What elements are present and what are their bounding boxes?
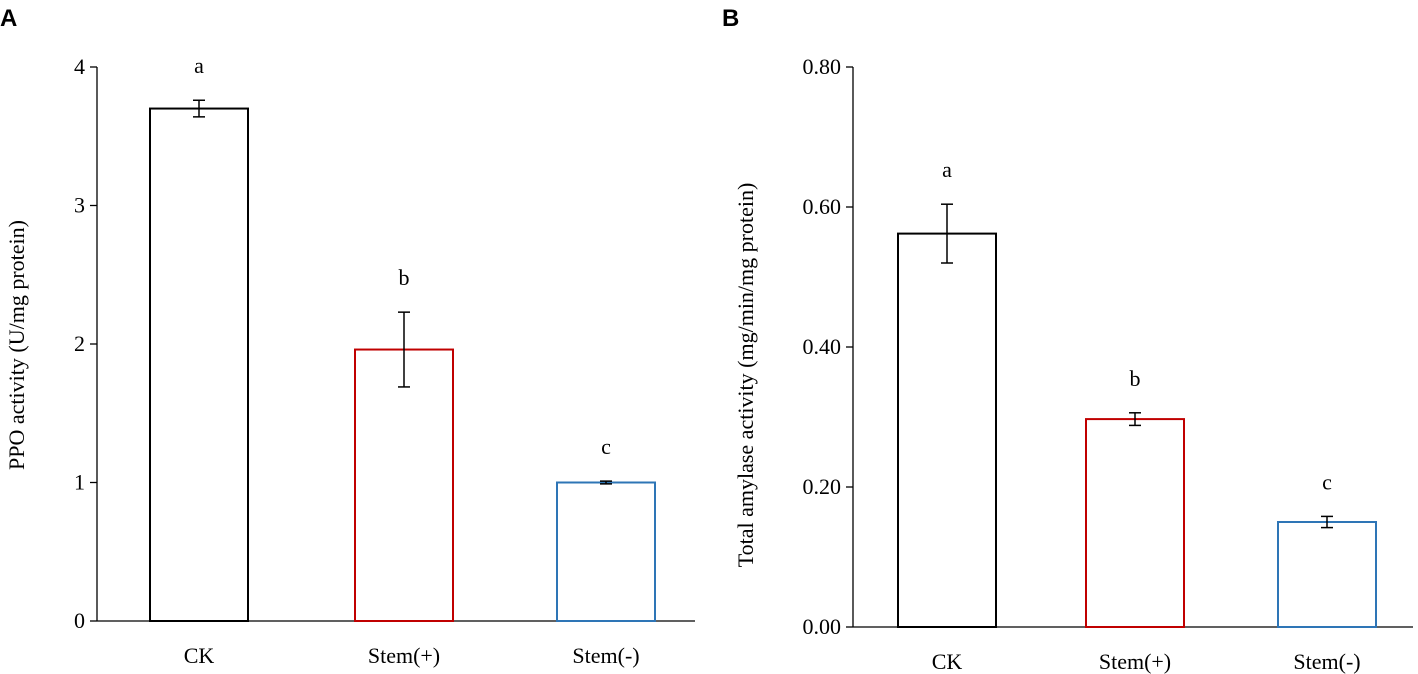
y-tick-label-b-3: 0.60: [803, 194, 842, 219]
category-label-a-2: Stem(-): [572, 643, 639, 668]
y-tick-label-b-1: 0.20: [803, 474, 842, 499]
panel-letter-b: B: [722, 5, 739, 32]
y-tick-label-a-2: 2: [74, 331, 85, 356]
bar-b-0: [897, 232, 997, 628]
category-label-b-0: CK: [932, 649, 963, 674]
bar-b-2: [1277, 521, 1377, 628]
significance-label-b-1: b: [1130, 366, 1141, 391]
significance-label-a-2: c: [601, 434, 611, 459]
y-tick-label-b-4: 0.80: [803, 54, 842, 79]
plot-area-b: 0.00 0.20 0.40 0.60 0.80 a CK b Stem(+) c Stem(-): [803, 54, 1413, 674]
y-tick-label-a-1: 1: [74, 470, 85, 495]
y-tick-label-a-0: 0: [74, 608, 85, 633]
plot-area-a: 0 1 2 3 4 a CK b Stem(+) c Stem(-): [74, 53, 695, 668]
y-tick-label-b-0: 0.00: [803, 614, 842, 639]
panel-letter-a: A: [0, 5, 17, 32]
significance-label-a-1: b: [399, 265, 410, 290]
bar-b-1: [1085, 418, 1185, 628]
y-axis-title-b: Total amylase activity (mg/min/mg protei…: [733, 183, 758, 568]
panel-a: A PPO activity (U/mg protein) 0 1 2 3 4 a CK b S…: [0, 5, 695, 668]
category-label-b-2: Stem(-): [1293, 649, 1360, 674]
significance-label-a-0: a: [194, 53, 204, 78]
panel-b: B Total amylase activity (mg/min/mg prot…: [722, 5, 1413, 674]
category-label-a-1: Stem(+): [368, 643, 440, 668]
y-tick-label-a-4: 4: [74, 54, 85, 79]
y-tick-label-a-3: 3: [74, 193, 85, 218]
bar-a-1: [354, 348, 454, 622]
category-label-a-0: CK: [184, 643, 215, 668]
significance-label-b-2: c: [1322, 469, 1332, 494]
bar-a-2: [556, 481, 656, 622]
significance-label-b-0: a: [942, 157, 952, 182]
bar-a-0: [149, 107, 249, 623]
y-axis-title-a: PPO activity (U/mg protein): [4, 220, 29, 470]
category-label-b-1: Stem(+): [1099, 649, 1171, 674]
y-tick-label-b-2: 0.40: [803, 334, 842, 359]
